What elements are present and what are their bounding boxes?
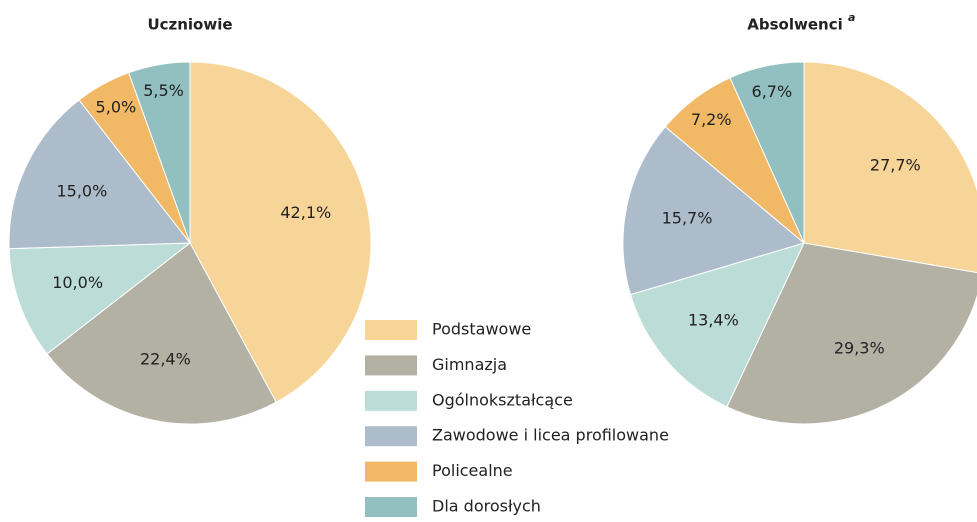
legend-swatch — [365, 390, 417, 411]
pie-slice — [803, 61, 977, 274]
value-label: 7,2% — [691, 110, 732, 129]
value-label: 15,0% — [56, 182, 107, 201]
value-label: 5,0% — [96, 98, 137, 117]
value-label: 15,7% — [662, 208, 713, 227]
value-label: 42,1% — [280, 203, 331, 222]
value-label: 13,4% — [688, 310, 739, 329]
legend-swatch — [365, 461, 417, 482]
value-label: 10,0% — [52, 273, 103, 292]
pie-slice — [46, 242, 277, 425]
chart-title: Uczniowie — [147, 16, 232, 34]
pie-slice — [622, 126, 806, 296]
legend-swatch — [365, 426, 417, 447]
legend-label: Policealne — [432, 461, 513, 480]
legend-label: Ogólnokształcące — [432, 390, 573, 409]
pie-slice — [729, 61, 805, 244]
value-label: 27,7% — [870, 155, 921, 174]
chart-title: Absolwenci — [747, 16, 842, 34]
pie-slice — [726, 242, 977, 425]
pie-slice — [128, 61, 191, 244]
legend-label: Gimnazja — [432, 355, 507, 374]
value-label: 6,7% — [752, 82, 793, 101]
value-label: 29,3% — [834, 338, 885, 357]
legend-swatch — [365, 320, 417, 340]
pie-slice — [629, 242, 805, 408]
pie-slice — [8, 242, 192, 355]
legend-label: Zawodowe i licea profilowane — [432, 426, 669, 445]
legend-label: Podstawowe — [432, 320, 531, 339]
pie-slice — [8, 99, 191, 250]
value-label: 5,5% — [143, 81, 184, 100]
pie-slice — [189, 61, 372, 403]
value-label: 22,4% — [140, 349, 191, 368]
legend-swatch — [365, 497, 417, 517]
legend-label: Dla dorosłych — [432, 497, 541, 516]
title-note: a — [848, 11, 855, 24]
legend-swatch — [365, 355, 417, 376]
